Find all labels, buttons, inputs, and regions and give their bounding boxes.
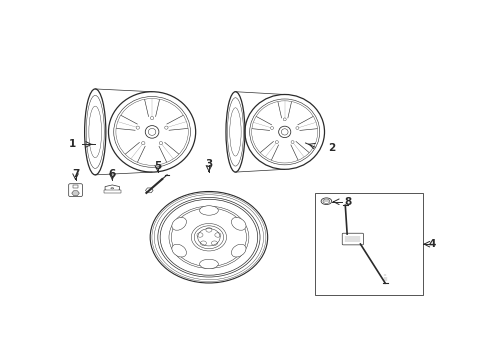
- Ellipse shape: [199, 206, 218, 215]
- Text: 1: 1: [69, 139, 76, 149]
- Ellipse shape: [171, 217, 186, 230]
- Bar: [314, 193, 422, 296]
- Ellipse shape: [231, 217, 245, 230]
- Text: 3: 3: [205, 159, 212, 169]
- Ellipse shape: [321, 198, 331, 204]
- Polygon shape: [72, 191, 79, 195]
- Polygon shape: [105, 185, 119, 192]
- Ellipse shape: [199, 259, 218, 269]
- Text: 6: 6: [108, 169, 116, 179]
- FancyBboxPatch shape: [342, 233, 363, 245]
- Text: 2: 2: [328, 143, 335, 153]
- Text: 8: 8: [344, 197, 351, 207]
- Text: 5: 5: [154, 161, 161, 171]
- FancyBboxPatch shape: [104, 190, 121, 193]
- Ellipse shape: [171, 244, 186, 257]
- Text: 4: 4: [428, 239, 435, 249]
- Bar: [73, 185, 78, 188]
- FancyBboxPatch shape: [68, 184, 82, 197]
- Ellipse shape: [231, 244, 245, 257]
- Text: 7: 7: [72, 169, 79, 179]
